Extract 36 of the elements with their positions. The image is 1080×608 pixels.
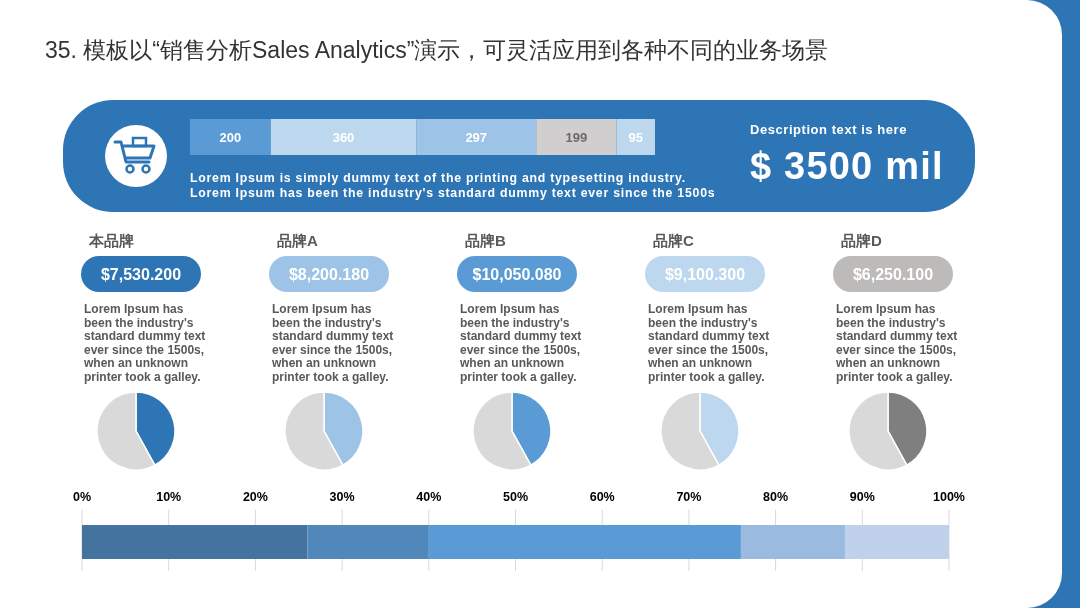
- x2-tick-label: 20%: [242, 490, 268, 504]
- text: $ 3500 mil: [750, 145, 944, 187]
- text: Description text is here: [750, 122, 907, 137]
- x2-tick-label: 70%: [676, 490, 702, 504]
- data-label: 297: [465, 129, 488, 145]
- chart-title: 本品牌: [88, 232, 134, 249]
- text: Lorem Ipsum has been the industry's standard dummy text ever since the 1500s, when an unknown printer took a galley.: [459, 302, 582, 384]
- chart-subtitle: $7,530.200: [100, 266, 182, 283]
- data-label: 360: [332, 129, 355, 145]
- text: Lorem Ipsum has been the industry's standard dummy text ever since the 1500s, when an unknown printer took a galley.: [835, 302, 958, 384]
- text: Lorem Ipsum has been the industry's standard dummy text ever since the 1500s: [190, 186, 716, 200]
- text: Lorem Ipsum has been the industry's standard dummy text ever since the 1500s, when an unknown printer took a galley.: [83, 302, 206, 384]
- text: Lorem Ipsum is simply dummy text of the printing and typesetting industry.: [190, 171, 686, 185]
- data-label: 199: [565, 129, 588, 145]
- chart-subtitle: $9,100.300: [664, 266, 746, 283]
- x2-tick-label: 80%: [763, 490, 789, 504]
- chart-title: 品牌A: [277, 232, 318, 249]
- chart-subtitle: $10,050.080: [472, 266, 562, 283]
- x2-tick-label: 60%: [589, 490, 615, 504]
- x2-tick-label: 100%: [933, 490, 965, 504]
- x2-tick-label: 90%: [849, 490, 875, 504]
- text: Lorem Ipsum has been the industry's standard dummy text ever since the 1500s, when an unknown printer took a galley.: [271, 302, 394, 384]
- x2-tick-label: 40%: [416, 490, 442, 504]
- x2-tick-label: 50%: [503, 490, 528, 504]
- data-label: 200: [219, 129, 242, 145]
- x2-tick-label: 30%: [329, 490, 355, 504]
- chart-subtitle: $8,200.180: [288, 266, 370, 283]
- text: Lorem Ipsum has been the industry's standard dummy text ever since the 1500s, when an unknown printer took a galley.: [647, 302, 770, 384]
- chart-subtitle: $6,250.100: [852, 266, 934, 283]
- chart-title: 品牌D: [841, 232, 882, 249]
- data-label: 95: [628, 129, 644, 145]
- chart-title: 品牌C: [653, 232, 694, 249]
- x2-tick-label: 10%: [156, 490, 182, 504]
- chart-title: 品牌B: [465, 232, 506, 249]
- chart-title: 35. 模板以“销售分析Sales Analytics”演示，可灵活应用到各种不同的业务场景: [45, 37, 829, 63]
- x2-tick-label: 0%: [72, 490, 92, 504]
